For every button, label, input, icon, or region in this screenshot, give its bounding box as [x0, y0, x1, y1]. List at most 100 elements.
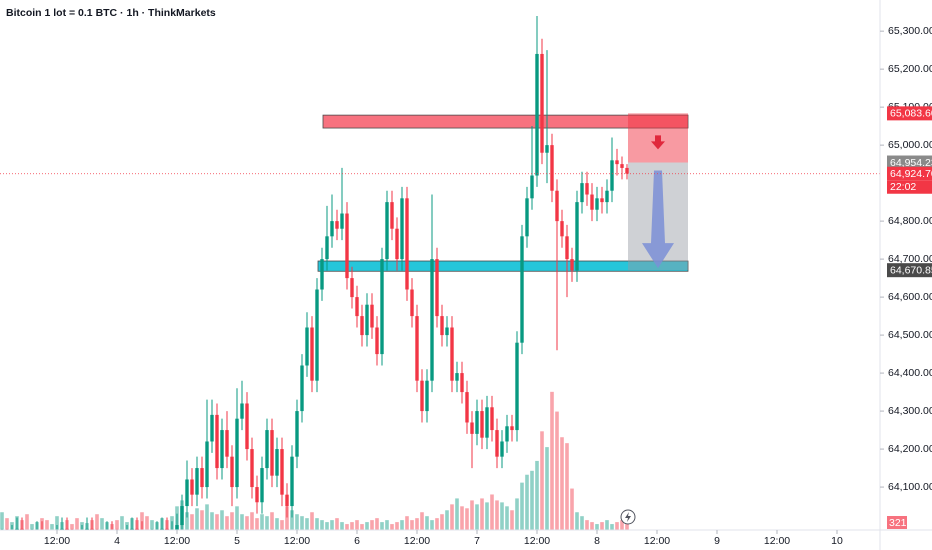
- y-tick-label: 64,300.00: [888, 405, 932, 417]
- candle-body: [535, 53, 539, 176]
- candle-body: [90, 528, 94, 530]
- volume-bar: [0, 512, 4, 530]
- volume-bar: [455, 498, 459, 530]
- volume-bar: [415, 518, 419, 530]
- candle-body: [400, 198, 404, 260]
- candle-body: [475, 411, 479, 434]
- volume-bar: [245, 516, 249, 530]
- candle-body: [395, 228, 399, 260]
- volume-bar: [440, 514, 444, 530]
- candle-body: [605, 190, 609, 203]
- y-tick-label: 64,200.00: [888, 443, 932, 455]
- candle-body: [280, 449, 284, 495]
- candle-body: [60, 528, 64, 530]
- volume-bar: [190, 514, 194, 530]
- candle-body: [85, 528, 89, 530]
- candle-body: [560, 221, 564, 237]
- volume-bar: [595, 524, 599, 530]
- candle-body: [195, 468, 199, 495]
- volume-bar: [600, 522, 604, 530]
- price-label: 65,083.60: [890, 108, 932, 120]
- candle-body: [570, 259, 574, 271]
- volume-bar: [550, 391, 554, 530]
- candle-body: [390, 202, 394, 229]
- volume-bar: [250, 512, 254, 530]
- volume-bar: [50, 524, 54, 530]
- volume-bar: [560, 437, 564, 530]
- volume-bar: [575, 512, 579, 530]
- volume-bar: [30, 524, 34, 530]
- countdown-box: [887, 180, 932, 194]
- volume-bar: [540, 431, 544, 530]
- candle-body: [565, 236, 569, 260]
- x-tick-label: 12:00: [764, 535, 790, 547]
- candle-body: [135, 528, 139, 530]
- plot-area: [0, 15, 880, 530]
- volume-bar: [585, 520, 589, 530]
- volume-bar: [115, 520, 119, 530]
- candle-body: [495, 430, 499, 457]
- replay-icon[interactable]: [620, 509, 636, 525]
- y-tick-label: 64,800.00: [888, 215, 932, 227]
- volume-bar: [195, 508, 199, 530]
- volume-bar: [355, 520, 359, 530]
- candle-body: [515, 342, 519, 431]
- x-tick-label: 12:00: [164, 535, 190, 547]
- volume-bar: [570, 488, 574, 530]
- candle-body: [260, 468, 264, 503]
- volume-bar: [200, 510, 204, 530]
- volume-bar: [290, 510, 294, 530]
- volume-bar: [210, 512, 214, 530]
- price-label: 64,924.70: [890, 168, 932, 180]
- volume-bar: [610, 524, 614, 530]
- candle-body: [530, 175, 534, 199]
- volume-bar: [325, 522, 329, 530]
- volume-bar: [530, 470, 534, 530]
- candle-body: [175, 525, 179, 530]
- candle-body: [415, 316, 419, 381]
- candle-body: [380, 259, 384, 355]
- candle-body: [510, 426, 514, 431]
- volume-bar: [70, 524, 74, 530]
- volume-bar: [490, 494, 494, 530]
- volume-bar: [330, 520, 334, 530]
- candle-body: [470, 422, 474, 434]
- x-tick-label: 10: [831, 535, 843, 547]
- candle-body: [505, 426, 509, 442]
- candle-body: [500, 441, 504, 457]
- big-arrow: [642, 170, 674, 269]
- x-tick-label: 12:00: [524, 535, 550, 547]
- candle-body: [160, 528, 164, 530]
- candle-body: [265, 430, 269, 469]
- volume-bar: [275, 518, 279, 530]
- y-tick-label: 64,400.00: [888, 367, 932, 379]
- candle-body: [215, 414, 219, 469]
- volume-bar: [615, 522, 619, 530]
- volume-bar: [435, 518, 439, 530]
- candle-body: [375, 327, 379, 355]
- candle-body: [285, 494, 289, 507]
- countdown: 22:02: [890, 181, 916, 193]
- candle-body: [330, 221, 334, 237]
- candle-body: [550, 145, 554, 191]
- candle-body: [610, 160, 614, 191]
- y-tick-label: 64,100.00: [888, 481, 932, 493]
- candle-body: [405, 198, 409, 290]
- candle-body: [205, 441, 209, 488]
- candle-body: [455, 373, 459, 381]
- volume-bar: [25, 514, 29, 530]
- candle-body: [15, 528, 19, 530]
- y-tick-label: 65,300.00: [888, 25, 932, 37]
- candle-body: [365, 304, 369, 336]
- candle-body: [315, 289, 319, 381]
- volume-bar: [430, 520, 434, 530]
- volume-bar: [95, 514, 99, 530]
- x-tick-label: 7: [474, 535, 480, 547]
- candle-body: [465, 392, 469, 423]
- y-tick-label: 64,500.00: [888, 329, 932, 341]
- price-label-box: [887, 155, 932, 170]
- volume-bar: [475, 504, 479, 530]
- volume-bar: [285, 506, 289, 530]
- volume-bar: [375, 518, 379, 530]
